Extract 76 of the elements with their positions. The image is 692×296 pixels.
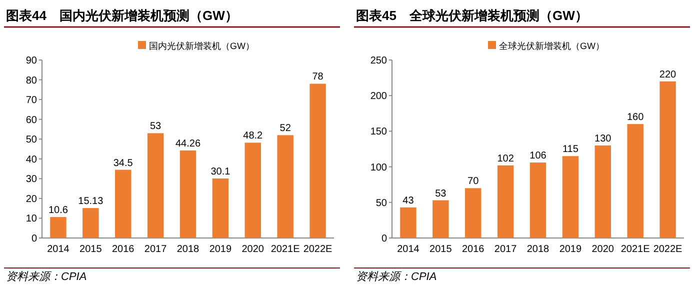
y-tick-label: 60 (26, 114, 38, 126)
y-tick-label: 50 (376, 198, 388, 209)
x-tick-label: 2014 (397, 244, 420, 255)
bar (660, 81, 676, 238)
x-tick-label: 2019 (209, 244, 232, 255)
y-tick-label: 10 (26, 214, 38, 225)
bar (147, 133, 164, 238)
data-label: 160 (626, 112, 644, 124)
bar (310, 84, 326, 238)
y-tick-label: 20 (26, 194, 38, 205)
y-tick-label: 70 (26, 95, 38, 106)
x-tick-label: 2021E (620, 244, 650, 255)
y-tick-label: 30 (26, 174, 38, 186)
data-label: 220 (659, 69, 677, 80)
data-label: 53 (435, 188, 447, 200)
data-label: 70 (468, 176, 480, 188)
y-tick-label: 150 (370, 126, 388, 138)
data-label: 15.13 (78, 196, 104, 208)
bar (497, 165, 514, 238)
y-tick-label: 100 (370, 162, 388, 174)
x-tick-label: 2020 (242, 244, 264, 255)
chart-title: 图表45 全球光伏新增装机预测（GW） (356, 8, 588, 23)
data-label: 30.1 (210, 166, 231, 178)
bar (400, 207, 416, 238)
bar (277, 135, 294, 238)
bar (530, 162, 546, 238)
x-tick-label: 2016 (112, 244, 135, 255)
bar (627, 124, 644, 238)
text: 资料来源：CPIA (356, 270, 437, 283)
x-tick-label: 2015 (80, 244, 102, 255)
bar (432, 200, 449, 238)
chart-title: 图表44 国内光伏新增装机预测（GW） (6, 8, 238, 23)
y-tick-label: 0 (31, 234, 38, 244)
legend-label: 国内光伏新增装机（GW） (149, 41, 254, 51)
x-tick-label: 2019 (559, 244, 582, 255)
x-tick-label: 2018 (176, 244, 200, 255)
data-label: 34.5 (113, 158, 134, 169)
data-label: 106 (530, 150, 547, 162)
data-label: 78 (312, 72, 324, 83)
text: 资料来源：CPIA (6, 270, 87, 283)
legend-label: 全球光伏新增装机（GW） (499, 41, 604, 51)
x-tick-label: 2018 (526, 244, 550, 255)
x-tick-label: 2017 (144, 244, 168, 255)
y-tick-label: 200 (370, 91, 388, 102)
bar (115, 170, 132, 238)
y-tick-label: 50 (26, 134, 38, 146)
y-tick-label: 90 (26, 56, 38, 66)
y-tick-label: 80 (26, 75, 38, 86)
x-tick-label: 2020 (592, 244, 614, 255)
data-label: 115 (562, 144, 579, 156)
bar (244, 142, 261, 238)
x-tick-label: 2014 (47, 244, 70, 255)
data-label: 102 (497, 153, 514, 164)
data-label: 44.26 (175, 138, 201, 150)
bar (50, 217, 66, 238)
y-tick-label: 40 (26, 154, 38, 166)
data-label: 130 (594, 133, 612, 144)
y-tick-label: 0 (381, 234, 388, 244)
data-label: 52 (280, 123, 292, 134)
x-tick-label: 2015 (430, 244, 452, 255)
x-tick-label: 2022E (653, 244, 683, 255)
data-label: 53 (150, 121, 162, 132)
bar (465, 188, 482, 238)
bar (212, 178, 229, 238)
data-label: 43 (402, 195, 414, 206)
x-tick-label: 2017 (494, 244, 518, 255)
bar (180, 150, 196, 238)
x-tick-label: 2022E (303, 244, 333, 255)
y-tick-label: 250 (370, 56, 388, 66)
x-tick-label: 2016 (462, 244, 485, 255)
x-tick-label: 2021E (270, 244, 300, 255)
bar (82, 208, 99, 238)
bar (594, 145, 611, 238)
bar (562, 156, 579, 238)
data-label: 10.6 (48, 205, 68, 216)
data-label: 48.2 (243, 130, 264, 142)
